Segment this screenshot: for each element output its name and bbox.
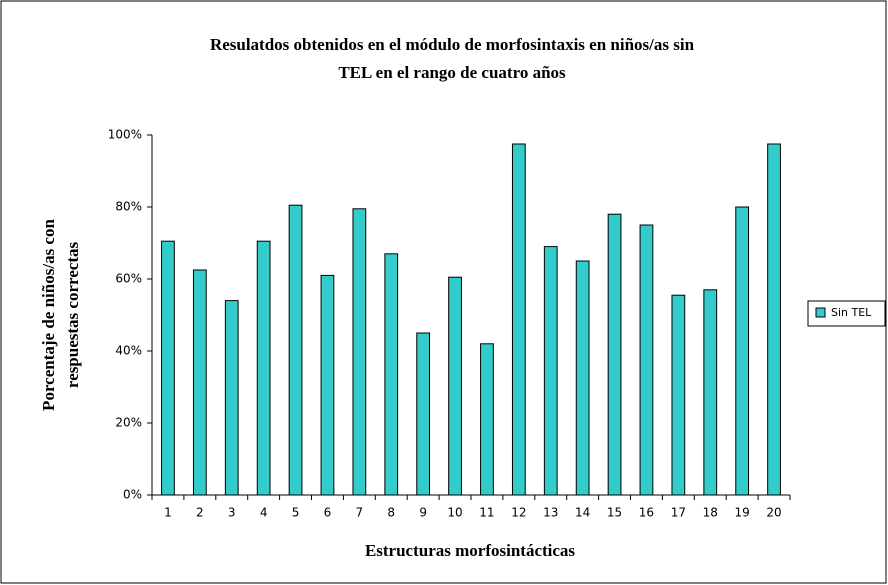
x-tick-label: 14 [575,506,590,520]
bar [320,274,335,496]
x-tick-label: 16 [639,506,654,520]
x-tick-label: 12 [511,506,526,520]
x-tick-label: 9 [419,506,427,520]
x-tick-label: 19 [735,506,750,520]
x-tick-label: 3 [228,506,236,520]
bar [384,253,399,496]
bar [575,260,590,496]
x-tick-label: 13 [543,506,558,520]
x-tick-label: 17 [671,506,686,520]
y-axis-label: Porcentaje de niños/as con [39,219,58,411]
x-axis-label: Estructuras morfosintácticas [365,541,575,560]
bar [703,289,718,496]
bar [639,224,654,496]
bar [288,204,303,496]
x-tick-label: 2 [196,506,204,520]
bar [161,240,175,496]
bar [735,206,750,496]
bar [256,240,271,496]
bar [480,343,494,496]
y-tick-label: 60% [115,272,142,286]
y-tick-label: 80% [115,200,142,214]
bar [511,143,526,496]
legend-label: Sin TEL [831,306,872,319]
bar [607,213,622,496]
y-tick-label: 40% [115,344,142,358]
x-tick-label: 4 [260,506,268,520]
x-tick-label: 8 [387,506,395,520]
bar [416,332,431,496]
y-tick-label: 0% [123,488,142,502]
x-tick-label: 18 [703,506,718,520]
y-tick-label: 100% [108,128,142,142]
x-tick-label: 6 [324,506,332,520]
chart-title: TEL en el rango de cuatro años [338,63,566,82]
bar [671,294,686,496]
bar [224,300,239,496]
bar [543,246,558,496]
x-tick-label: 11 [479,506,494,520]
x-tick-label: 10 [447,506,462,520]
bar [448,276,462,496]
x-tick-label: 5 [292,506,300,520]
y-axis-label: respuestas correctas [63,242,82,389]
bar [352,208,367,496]
chart-title: Resulatdos obtenidos en el módulo de mor… [210,35,695,54]
x-tick-label: 15 [607,506,622,520]
bar [767,143,781,496]
x-tick-label: 20 [766,506,781,520]
x-tick-label: 1 [164,506,172,520]
bar [192,269,207,496]
x-tick-label: 7 [356,506,364,520]
legend-swatch [815,307,826,318]
y-tick-label: 20% [115,416,142,430]
